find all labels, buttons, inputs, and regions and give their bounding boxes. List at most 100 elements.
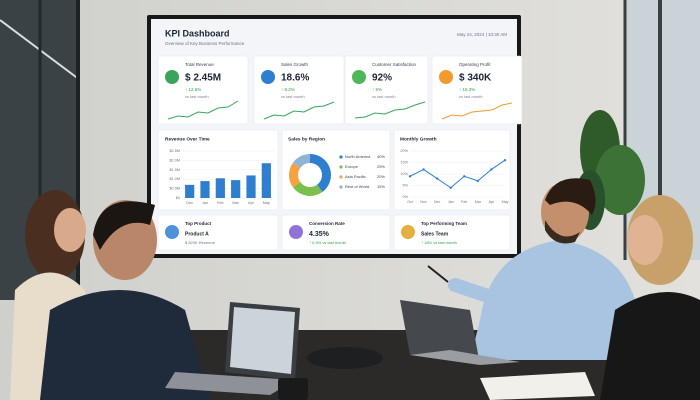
y-tick-label: 15%: [400, 161, 408, 165]
kpi-value: 92%: [372, 73, 392, 84]
conference-phone: [307, 347, 383, 369]
point: [463, 175, 466, 178]
dashboard-date: May 24, 2024 | 10:30 AM: [457, 32, 507, 37]
kpi-label: Sales Growth: [281, 62, 309, 67]
pen: [427, 265, 449, 283]
kpi-value: $ 2.45M: [185, 73, 221, 84]
highlight-label: Top Performing Team: [421, 221, 467, 226]
kpi-change: ↑ 8.2%: [281, 87, 295, 92]
highlight-value: 4.35%: [309, 231, 330, 238]
x-tick-label: Apr: [248, 201, 255, 205]
kpi-note: vs last month: [185, 94, 209, 99]
shirt: [40, 290, 210, 400]
y-tick-label: $2.5M: [169, 149, 180, 153]
kpi-change: ↑ 12.6%: [185, 87, 201, 92]
y-tick-label: $0: [176, 196, 180, 200]
donut-segment: [293, 182, 323, 196]
sparkline: [263, 101, 335, 120]
kpi-note: vs last month: [372, 94, 396, 99]
kpi-icon: [352, 70, 366, 84]
highlight-note: ↑ 0.4% vs last month: [309, 240, 346, 245]
point: [449, 186, 452, 189]
x-tick-label: Dec: [434, 200, 441, 204]
laptop-right: [400, 300, 520, 365]
value-label: 15%: [377, 184, 385, 189]
highlight-icon: [289, 225, 303, 239]
kpi-note: vs last month: [281, 94, 305, 99]
mug: [278, 378, 308, 400]
point: [490, 168, 493, 171]
value-label: 25%: [377, 164, 385, 169]
x-tick-label: Oct: [407, 200, 413, 204]
bar: [215, 178, 225, 198]
kpi-icon: [165, 70, 179, 84]
donut-segment: [310, 154, 331, 192]
man-right: [427, 178, 640, 360]
legend-swatch: [339, 175, 343, 179]
kpi-value: $ 340K: [459, 73, 492, 84]
donut-segment: [289, 162, 301, 188]
line: [409, 159, 506, 189]
y-tick-label: 10%: [400, 172, 408, 176]
beard: [545, 220, 580, 244]
x-tick-label: Jan: [202, 201, 208, 205]
y-tick-label: 5%: [403, 184, 409, 188]
hair: [545, 178, 596, 215]
x-tick-label: Apr: [489, 200, 495, 204]
donut-segment: [293, 154, 310, 168]
laptop-screen: [400, 300, 480, 365]
chart-title: Sales by Region: [288, 136, 325, 142]
x-tick-label: Jan: [448, 200, 454, 204]
sparkline: [441, 102, 513, 120]
dashboard-content: Total Revenue $ 2.45M ↑ 12.6% vs last month…: [157, 55, 523, 251]
x-tick-label: May: [263, 201, 270, 205]
kpi-change: ↑ 5%: [372, 87, 382, 92]
kpi-label: Total Revenue: [185, 62, 214, 67]
y-tick-label: $2.0M: [169, 158, 180, 162]
y-tick-label: $0.5M: [169, 187, 180, 191]
card: [393, 214, 511, 251]
face: [54, 208, 86, 252]
highlight-icon: [165, 225, 179, 239]
legend-swatch: [339, 165, 343, 169]
x-tick-label: Nov: [420, 200, 427, 204]
card: [393, 129, 511, 211]
x-tick-label: Feb: [217, 201, 224, 205]
kpi-label: Operating Profit: [459, 62, 491, 67]
bar: [246, 175, 256, 198]
y-tick-label: 20%: [400, 149, 408, 153]
dashboard-subtitle: Overview of Key Business Performance: [165, 41, 245, 46]
laptop-center: [165, 302, 300, 395]
notebook: [480, 372, 595, 400]
bar: [231, 180, 241, 198]
value-label: 40%: [377, 154, 385, 159]
point: [422, 168, 425, 171]
laptop-base: [410, 350, 520, 365]
card: [157, 214, 279, 251]
y-tick-label: $1.0M: [169, 177, 180, 181]
top: [600, 292, 700, 400]
point: [476, 179, 480, 183]
y-tick-label: 0%: [403, 195, 409, 199]
highlight-note: ↑ 18% vs last month: [421, 240, 457, 245]
dashboard-title: KPI Dashboard: [165, 28, 230, 38]
laptop-display: [230, 307, 295, 374]
leaves: [595, 145, 645, 215]
sparkline: [167, 100, 239, 120]
card: [281, 214, 391, 251]
laptop-base: [165, 372, 295, 395]
chart-title: Revenue Over Time: [165, 136, 210, 142]
hair: [93, 201, 155, 250]
x-tick-label: Feb: [461, 200, 467, 204]
highlight-label: Conversion Rate: [309, 221, 345, 226]
kpi-change: ↑ 15.3%: [459, 87, 475, 92]
card: [253, 55, 345, 125]
legend-swatch: [339, 185, 343, 189]
point: [503, 159, 507, 162]
legend-label: Asia Pacific: [345, 174, 366, 179]
bar: [261, 163, 271, 198]
highlight-label: Top Product: [185, 221, 212, 226]
y-tick-label: $1.5M: [169, 168, 180, 172]
card: [344, 55, 429, 125]
